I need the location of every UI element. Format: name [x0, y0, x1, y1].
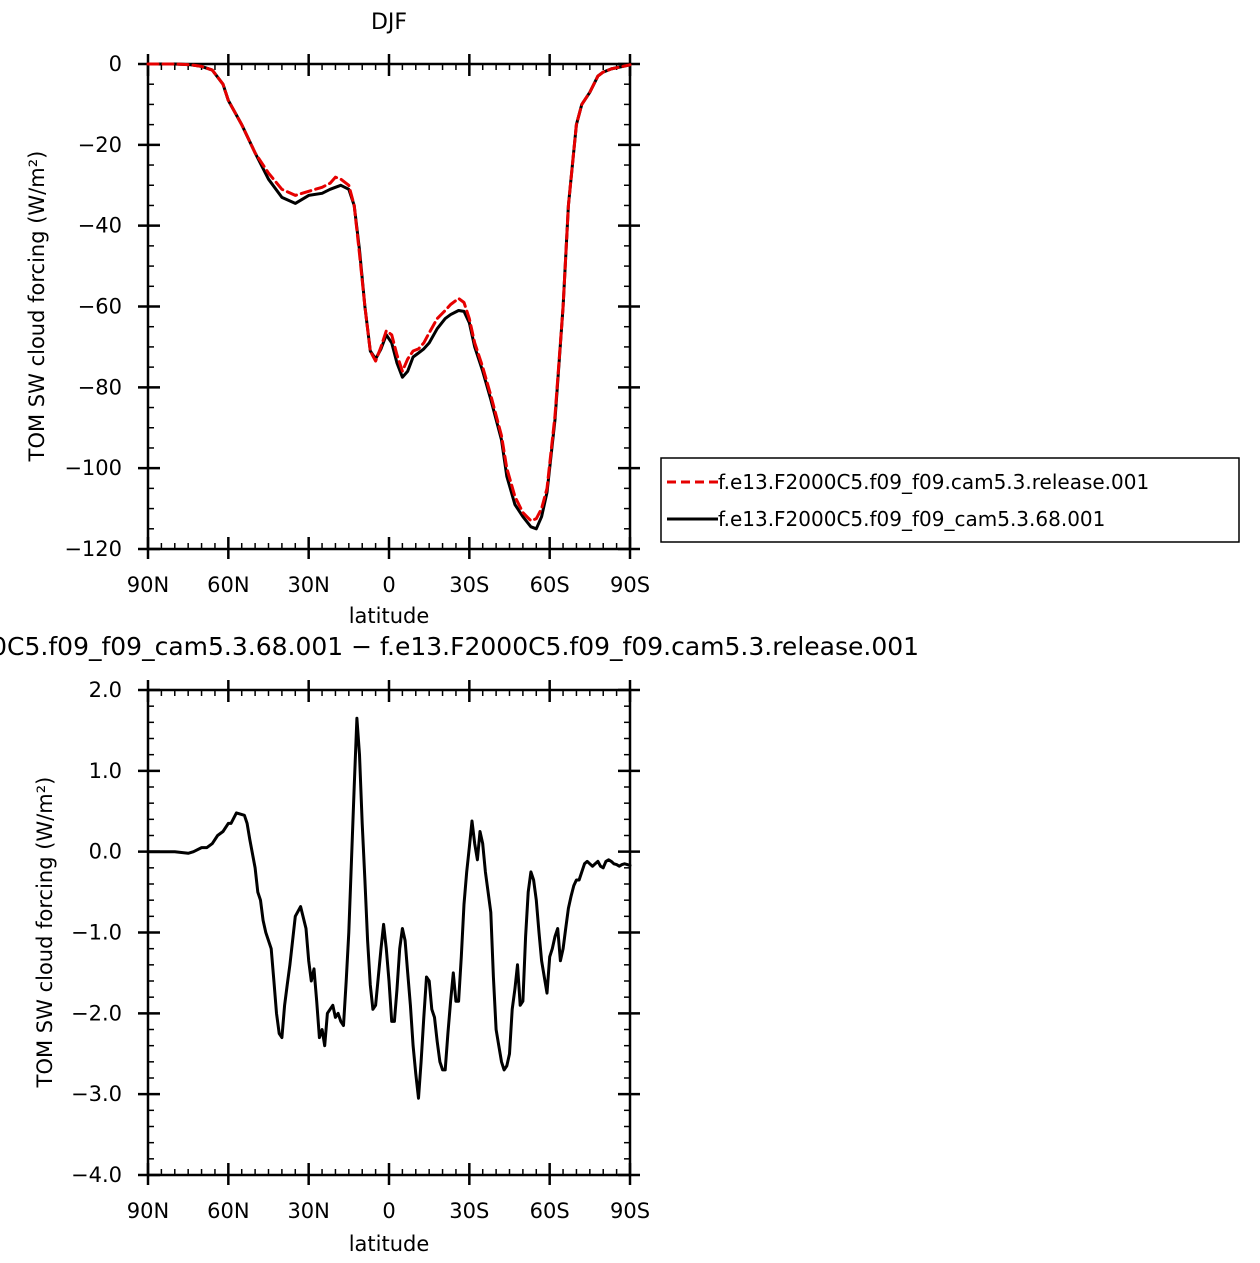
chart-panel-bottom: f.e13.F2000C5.f09_f09_cam5.3.68.001 − f.… — [0, 632, 919, 1256]
legend: f.e13.F2000C5.f09_f09.cam5.3.release.001… — [660, 457, 1240, 543]
legend-label-68: f.e13.F2000C5.f09_f09_cam5.3.68.001 — [718, 507, 1105, 531]
x-tick-label: 30N — [287, 573, 329, 597]
x-tick-label: 60N — [207, 573, 249, 597]
x-tick-label: 90S — [610, 573, 650, 597]
series-group-bottom — [146, 716, 632, 1100]
y-tick-label: −1.0 — [71, 921, 122, 945]
y-tick-label: 1.0 — [89, 759, 122, 783]
y-tick-label: −60 — [78, 295, 122, 319]
series-line-top-1 — [146, 62, 632, 531]
x-tick-label: 0 — [382, 573, 395, 597]
x-tick-label: 90N — [127, 1199, 169, 1223]
y-tick-label: −2.0 — [71, 1001, 122, 1025]
plot-frame-top — [146, 62, 632, 551]
x-axis-label-bottom: latitude — [349, 1232, 430, 1256]
x-tick-label: 60S — [530, 1199, 570, 1223]
ticks-top: 90N 60N 30N 0 30S 60S 90S 0 −20 −40 −60 −80 −100 −120 — [64, 52, 650, 597]
chart-title-bottom: f.e13.F2000C5.f09_f09_cam5.3.68.001 − f.… — [0, 632, 919, 661]
y-tick-label: −4.0 — [71, 1163, 122, 1187]
series-line-top-0 — [146, 62, 632, 523]
y-axis-label-bottom: TOM SW cloud forcing (W/m²) — [33, 777, 57, 1089]
x-tick-label: 30S — [449, 1199, 489, 1223]
y-tick-label: 2.0 — [89, 678, 122, 702]
x-tick-label: 30N — [287, 1199, 329, 1223]
y-tick-label: −100 — [64, 456, 122, 480]
x-tick-label: 90N — [127, 573, 169, 597]
y-tick-label: 0 — [109, 52, 122, 76]
series-group-top — [146, 62, 632, 531]
y-tick-label: 0.0 — [89, 840, 122, 864]
series-line-bottom-0 — [146, 716, 632, 1100]
x-tick-label: 90S — [610, 1199, 650, 1223]
y-tick-label: −20 — [78, 133, 122, 157]
y-tick-label: −3.0 — [71, 1082, 122, 1106]
x-tick-label: 0 — [382, 1199, 395, 1223]
x-tick-label: 60N — [207, 1199, 249, 1223]
legend-label-release: f.e13.F2000C5.f09_f09.cam5.3.release.001 — [718, 470, 1149, 494]
y-tick-label: −80 — [78, 375, 122, 399]
legend-box — [660, 457, 1240, 543]
x-tick-label: 30S — [449, 573, 489, 597]
ticks-bottom: 90N 60N 30N 0 30S 60S 90S 2.0 1.0 0.0 −1.0 −2.0 −3.0… — [71, 678, 650, 1223]
chart-title-top: DJF — [371, 10, 407, 35]
x-axis-label-top: latitude — [349, 604, 430, 628]
y-axis-label-top: TOM SW cloud forcing (W/m²) — [25, 151, 49, 463]
y-tick-label: −40 — [78, 214, 122, 238]
y-tick-label: −120 — [64, 537, 122, 561]
x-tick-label: 60S — [530, 573, 570, 597]
chart-panel-top: DJF 90N 60N 30N 0 30S 60S 90S 0 −20 −40 −60 −80 −100… — [25, 10, 1240, 628]
